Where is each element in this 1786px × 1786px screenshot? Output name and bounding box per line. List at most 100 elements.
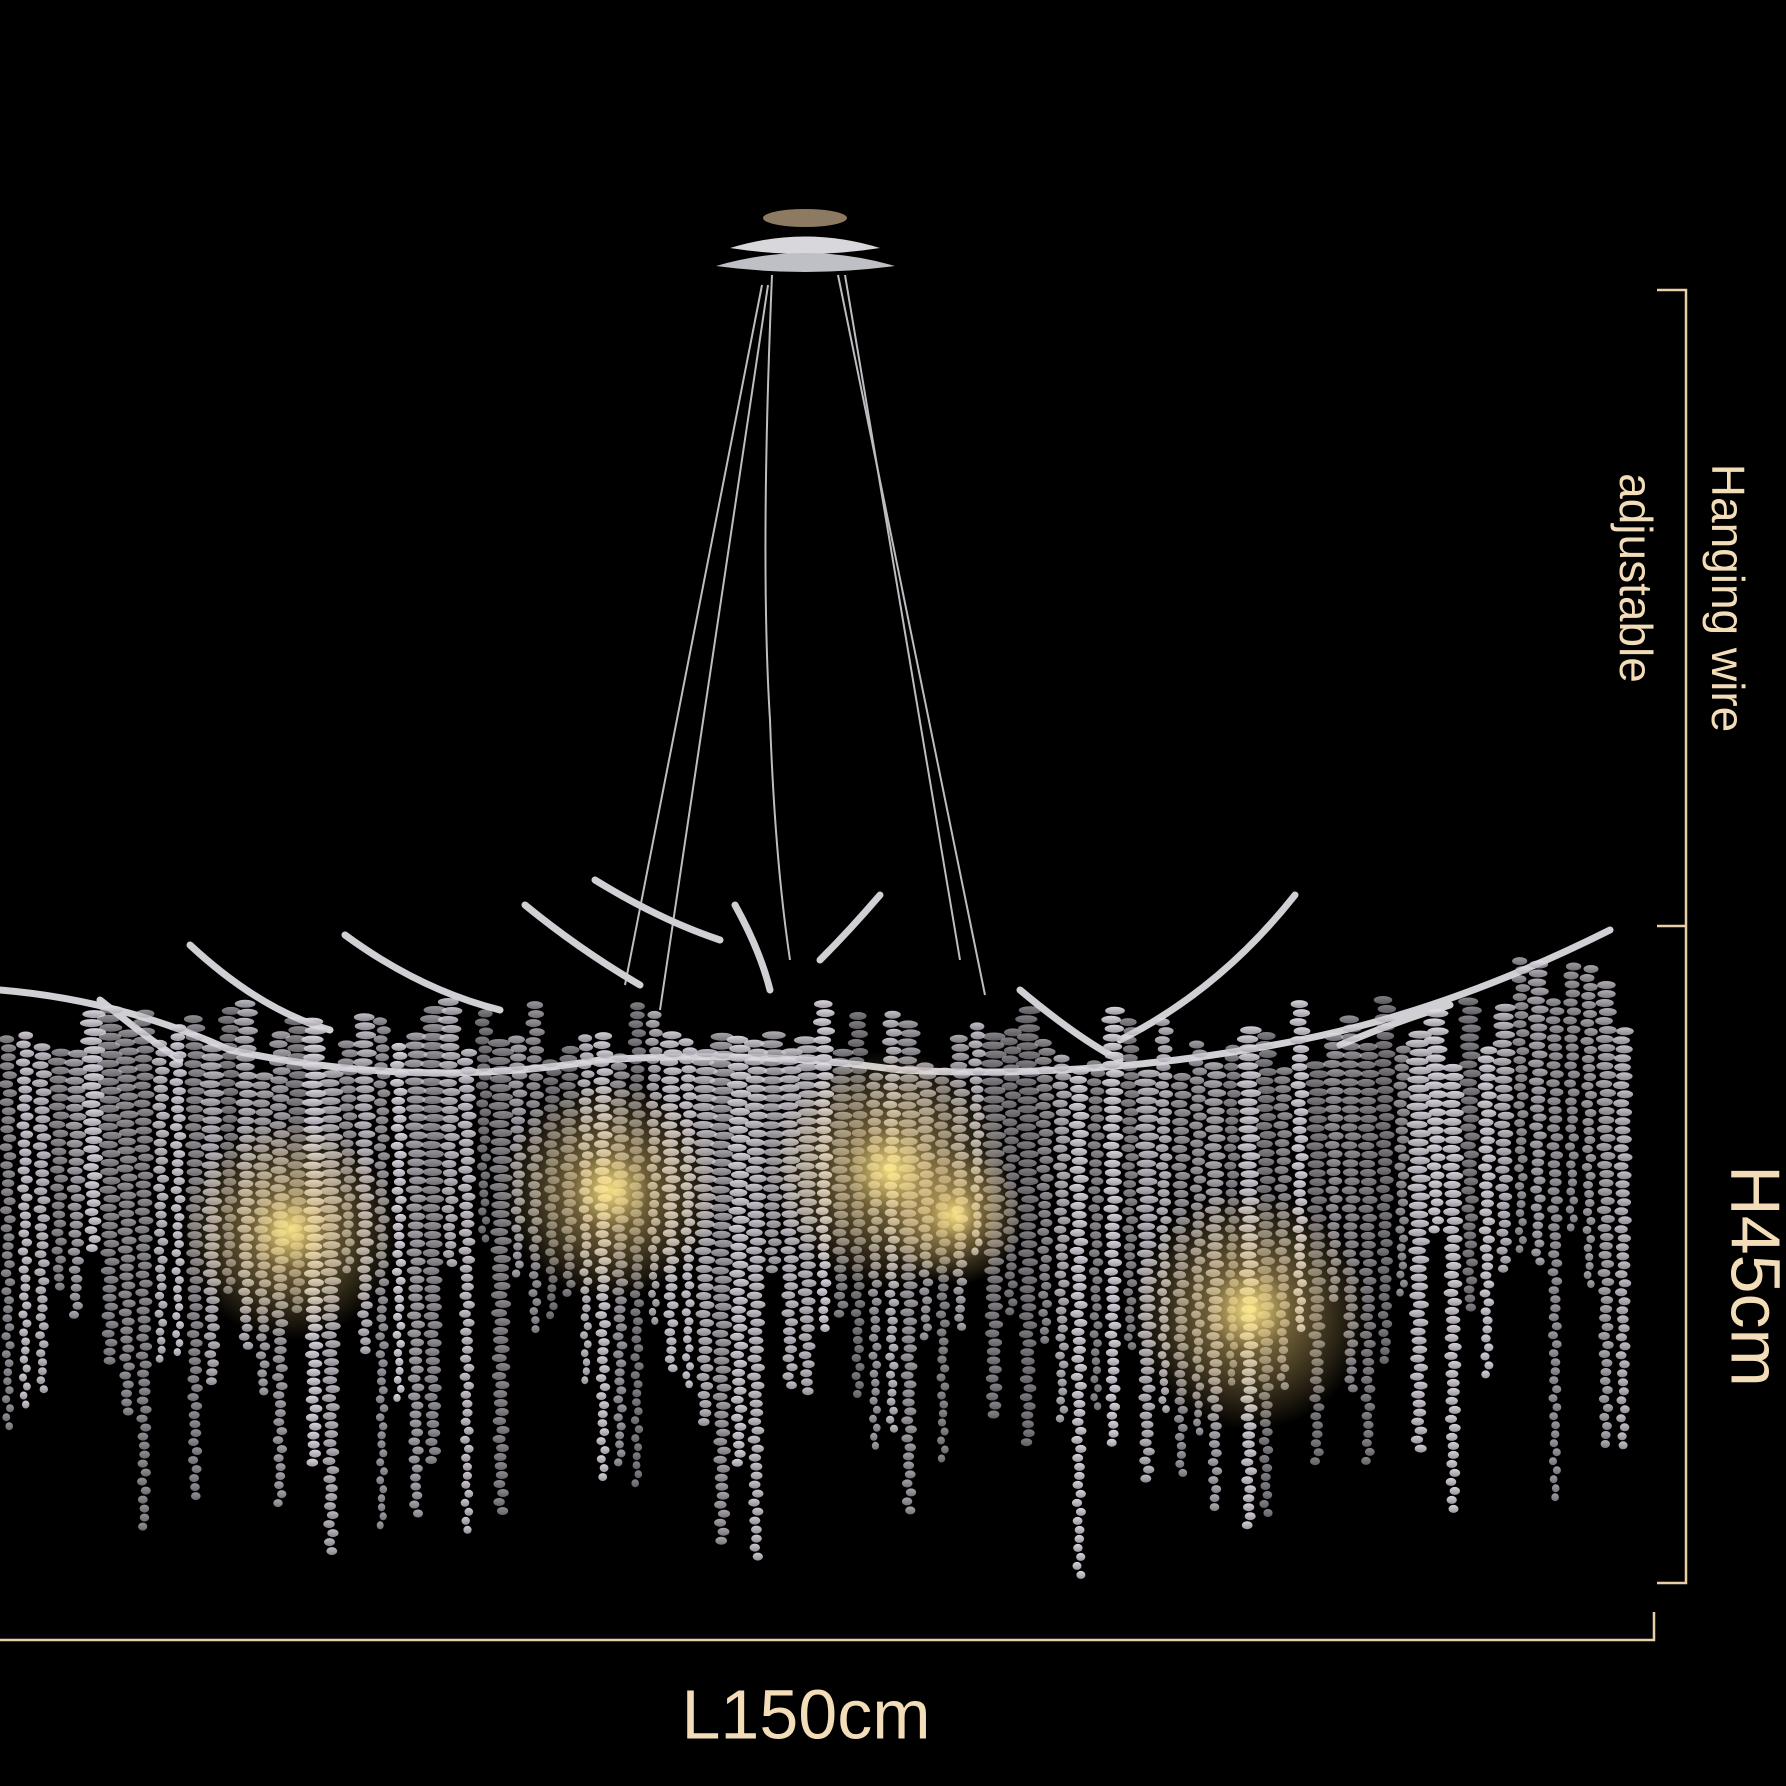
- crystal: [257, 1369, 267, 1378]
- crystal: [1290, 1036, 1307, 1045]
- crystal: [730, 1350, 745, 1359]
- crystal: [652, 1298, 660, 1307]
- crystal: [1001, 1055, 1019, 1064]
- crystal: [53, 1192, 68, 1201]
- crystal: [191, 1447, 203, 1456]
- crystal: [1378, 1221, 1392, 1229]
- crystal: [0, 1161, 13, 1170]
- crystal: [631, 1479, 639, 1488]
- crystal: [83, 1118, 102, 1127]
- crystal: [1514, 1182, 1525, 1191]
- crystal: [1427, 1027, 1449, 1036]
- crystal: [763, 1094, 785, 1103]
- crystal: [903, 1380, 917, 1389]
- crystal: [1340, 1078, 1359, 1087]
- crystal: [1108, 1429, 1119, 1438]
- crystal: [190, 1339, 203, 1348]
- crystal: [714, 1419, 729, 1428]
- crystal: [1511, 975, 1527, 984]
- crystal: [375, 1332, 385, 1341]
- crystal: [50, 1138, 66, 1147]
- crystal: [1527, 996, 1545, 1005]
- crystal: [1569, 1214, 1578, 1223]
- crystal: [1175, 1171, 1191, 1180]
- crystal: [1158, 1396, 1167, 1405]
- crystal: [174, 1276, 184, 1285]
- crystal: [1138, 1069, 1160, 1078]
- crystal: [1480, 1352, 1490, 1361]
- strand: [151, 1039, 171, 1363]
- crystal: [322, 1088, 344, 1097]
- crystal: [696, 1373, 710, 1381]
- crystal: [1430, 1198, 1444, 1207]
- strand: [474, 1009, 494, 1243]
- crystal: [3, 1377, 12, 1386]
- crystal: [1036, 1164, 1051, 1173]
- crystal: [1530, 1203, 1542, 1212]
- crystal: [1613, 1081, 1630, 1090]
- crystal: [375, 1044, 390, 1053]
- crystal: [0, 1269, 12, 1278]
- crystal: [1038, 1308, 1048, 1317]
- crystal: [1583, 1073, 1597, 1081]
- crystal: [712, 1149, 734, 1158]
- crystal: [3, 1233, 15, 1242]
- crystal: [119, 1191, 137, 1200]
- crystal: [1496, 1066, 1515, 1075]
- crystal: [20, 1283, 31, 1292]
- crystal: [1618, 1324, 1630, 1333]
- crystal: [1445, 1090, 1465, 1099]
- crystal: [391, 1186, 404, 1195]
- crystal: [67, 1094, 86, 1103]
- crystal: [1259, 1113, 1277, 1121]
- crystal: [1154, 1036, 1170, 1045]
- crystal: [1409, 1291, 1426, 1300]
- crystal: [493, 1453, 507, 1461]
- crystal: [135, 1351, 149, 1360]
- crystal: [903, 1344, 917, 1353]
- crystal: [1534, 1194, 1546, 1203]
- wire-label: adjustable: [1610, 473, 1662, 683]
- crystal: [1423, 1018, 1446, 1027]
- crystal: [1034, 1038, 1052, 1047]
- crystal: [442, 1070, 462, 1078]
- crystal: [1448, 1360, 1462, 1369]
- crystal: [744, 1120, 764, 1129]
- crystal: [1309, 1070, 1329, 1079]
- crystal: [133, 1018, 152, 1027]
- crystal: [1616, 1072, 1633, 1081]
- crystal: [1188, 1058, 1204, 1067]
- crystal: [1478, 1163, 1492, 1172]
- crystal: [1425, 1099, 1444, 1108]
- crystal: [1072, 1174, 1089, 1183]
- crystal: [137, 1171, 154, 1180]
- crystal: [409, 1194, 427, 1203]
- crystal: [783, 1336, 797, 1345]
- crystal: [1548, 1313, 1559, 1322]
- crystal: [475, 1081, 489, 1090]
- crystal: [938, 1409, 948, 1418]
- crystal: [748, 1156, 766, 1165]
- crystal: [1090, 1294, 1101, 1303]
- strand: [1015, 1006, 1042, 1447]
- crystal: [1292, 1126, 1307, 1135]
- crystal: [1244, 1485, 1256, 1494]
- crystal: [1293, 1027, 1311, 1036]
- crystal: [616, 1341, 628, 1350]
- crystal: [100, 1266, 116, 1275]
- crystal: [1598, 1116, 1615, 1124]
- crystal: [395, 1276, 406, 1285]
- crystal: [713, 1356, 730, 1365]
- crystal: [288, 1026, 310, 1035]
- crystal: [1360, 1231, 1376, 1240]
- crystal: [305, 1089, 327, 1098]
- crystal: [172, 1312, 181, 1321]
- crystal: [1596, 1062, 1614, 1070]
- crystal: [442, 1115, 460, 1123]
- crystal: [477, 1162, 488, 1171]
- crystal: [714, 1302, 732, 1311]
- crystal: [684, 1281, 695, 1290]
- crystal: [1581, 1163, 1593, 1171]
- crystal: [614, 1368, 625, 1377]
- crystal: [172, 1114, 186, 1123]
